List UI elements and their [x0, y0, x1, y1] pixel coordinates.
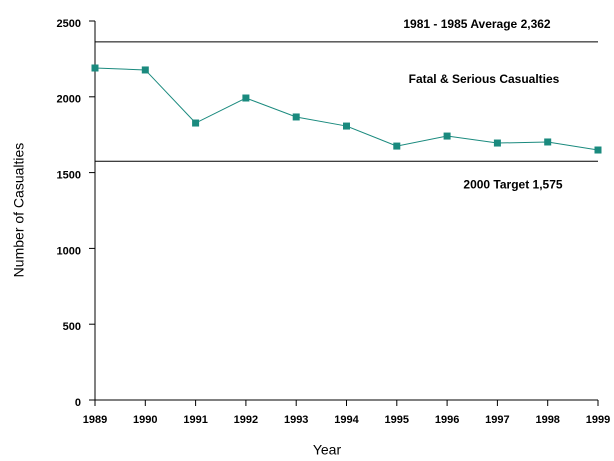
x-axis-title: Year [313, 442, 342, 458]
y-tick-label: 0 [75, 397, 81, 409]
data-point [594, 146, 602, 154]
x-tick-label: 1992 [234, 414, 258, 426]
x-tick-label: 1997 [485, 414, 509, 426]
reference-label: 1981 - 1985 Average 2,362 [403, 17, 551, 31]
y-tick-label: 2000 [57, 94, 81, 106]
data-point [544, 138, 552, 146]
x-tick-label: 1994 [334, 414, 359, 426]
y-tick-label: 1500 [57, 170, 81, 182]
x-tick-label: 1989 [83, 414, 107, 426]
data-point [91, 64, 99, 72]
data-point [393, 142, 401, 150]
x-tick-label: 1999 [586, 414, 610, 426]
reference-label: 2000 Target 1,575 [463, 177, 563, 191]
data-point [443, 132, 451, 140]
data-point [343, 122, 350, 130]
x-tick-label: 1995 [385, 414, 409, 426]
y-tick-label: 2500 [57, 18, 81, 30]
x-tick-label: 1998 [535, 414, 559, 426]
data-point [141, 66, 149, 74]
x-tick-label: 1993 [284, 414, 308, 426]
x-tick-label: 1996 [435, 414, 459, 426]
x-tick-label: 1990 [133, 414, 157, 426]
data-point [292, 113, 300, 121]
series-label: Fatal & Serious Casualties [409, 72, 560, 86]
y-tick-label: 1000 [57, 245, 81, 257]
data-point [493, 139, 501, 147]
data-point [192, 119, 200, 127]
data-point [242, 94, 250, 102]
x-tick-label: 1991 [183, 414, 207, 426]
y-axis-title: Number of Casualties [11, 143, 27, 278]
y-tick-label: 500 [63, 321, 81, 333]
